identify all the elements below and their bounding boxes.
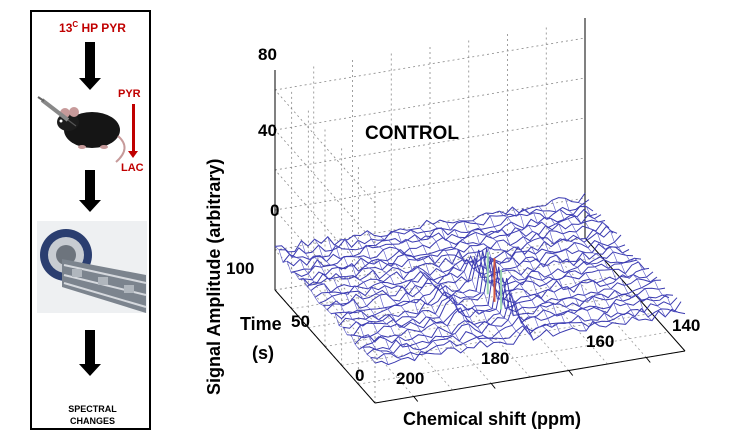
mri-scanner-icon [37, 221, 147, 313]
time-trace [287, 251, 389, 365]
time-trace [472, 220, 574, 329]
x-tick-140: 140 [672, 316, 700, 335]
time-trace [393, 231, 494, 343]
spectrum-trace [286, 208, 598, 267]
workflow-title: 13C HP PYR [59, 20, 126, 35]
x-tick-mark [645, 357, 651, 363]
time-trace [446, 221, 547, 330]
grid-line [274, 169, 376, 284]
grid-line [390, 270, 492, 384]
chart-grid [274, 18, 686, 404]
y-tick-0: 0 [270, 201, 279, 220]
spectrum-trace [326, 249, 638, 311]
grid-line [308, 275, 619, 329]
time-axis-label-line2: (s) [252, 343, 274, 363]
lac-label: LAC [121, 162, 144, 174]
spectrum-trace [290, 214, 602, 273]
grid-line [274, 77, 586, 131]
time-trace [301, 240, 402, 360]
y-tick-40: 40 [258, 121, 277, 140]
grid-line [429, 263, 531, 378]
spectrum-trace [294, 219, 606, 277]
x-axis-line [374, 350, 686, 404]
grid-line [274, 237, 586, 291]
time-trace [419, 227, 521, 335]
grid-line [324, 294, 636, 347]
time-tick-100: 100 [226, 259, 254, 278]
x-axis-label: Chemical shift (ppm) [403, 409, 581, 429]
spectral-surface [274, 192, 686, 366]
spectrum-trace [322, 251, 634, 307]
time-trace [551, 200, 653, 321]
x-tick-200: 200 [396, 369, 424, 388]
x-tick-180: 180 [481, 349, 509, 368]
grid-line [274, 157, 586, 211]
grid-line [274, 37, 586, 91]
down-arrow-icon [79, 42, 101, 90]
time-trace [485, 212, 587, 332]
spectrum-trace [334, 248, 646, 320]
time-trace [459, 220, 560, 333]
time-trace [564, 198, 666, 318]
pyr-to-lac-arrow-icon [128, 104, 138, 158]
time-trace [340, 238, 442, 355]
spectrum-trace [278, 199, 590, 259]
spectrum-trace [274, 192, 586, 253]
spectrum-trace [374, 308, 686, 366]
chart-title: CONTROL [365, 123, 459, 144]
x-tick-mark [413, 396, 419, 402]
x-tick-mark [568, 370, 574, 376]
grid-line [274, 197, 586, 251]
time-trace [327, 236, 428, 355]
grid-line [274, 117, 586, 171]
mouse-injection-icon [37, 96, 126, 163]
time-trace [525, 209, 626, 325]
time-trace [512, 206, 613, 323]
time-trace [499, 210, 600, 327]
time-trace [406, 229, 508, 345]
grid-line [313, 283, 415, 397]
time-trace [314, 238, 415, 361]
time-trace [367, 230, 468, 348]
time-tick-50: 50 [291, 312, 310, 331]
y-tick-80: 80 [258, 45, 277, 64]
grid-line [274, 89, 376, 204]
spectrum-trace [370, 301, 682, 359]
y-axis-label: Signal Amplitude (arbitrary) [204, 159, 224, 395]
down-arrow-icon [79, 170, 101, 212]
time-axis-label-line1: Time [240, 314, 282, 334]
time-axis-line [274, 289, 376, 404]
spectrum-trace [318, 245, 630, 304]
time-trace [433, 224, 534, 341]
time-trace [274, 246, 376, 364]
time-trace [380, 236, 481, 342]
grid-line [358, 331, 669, 385]
spectrum-trace [314, 243, 626, 298]
time-trace [353, 235, 455, 349]
time-tick-0: 0 [355, 366, 364, 385]
spectrum-trace [362, 294, 674, 351]
grid-line [291, 256, 602, 310]
spectral-changes-label: SPECTRAL CHANGES [68, 404, 117, 426]
pyr-label: PYR [118, 88, 141, 100]
time-trace [538, 206, 640, 321]
spectrum-trace [350, 277, 662, 339]
grid-line [274, 129, 376, 244]
workflow-panel: 13C HP PYR PYR LAC SPECTRAL CHANGES [30, 10, 151, 430]
spectrum-trace [354, 278, 666, 345]
x-tick-mark [490, 383, 496, 389]
grid-line [274, 249, 376, 364]
down-arrow-icon [79, 330, 101, 376]
time-trace [578, 202, 679, 313]
x-tick-160: 160 [586, 332, 614, 351]
